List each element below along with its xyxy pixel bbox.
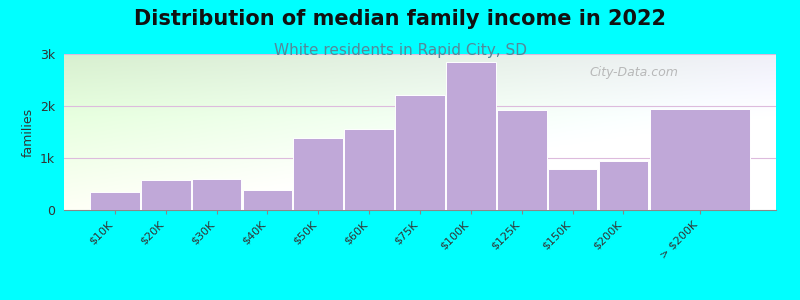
Bar [548,169,598,210]
Bar [395,94,445,210]
Text: White residents in Rapid City, SD: White residents in Rapid City, SD [274,44,526,59]
Bar [446,62,496,210]
Bar [344,129,394,210]
Text: Distribution of median family income in 2022: Distribution of median family income in … [134,9,666,29]
Y-axis label: families: families [22,107,34,157]
Bar [497,110,546,210]
Bar [141,180,190,210]
Bar [598,161,648,210]
Bar [192,179,242,210]
Bar [294,138,343,210]
Bar [90,192,140,210]
Bar [650,109,750,210]
Bar [242,190,292,210]
Text: City-Data.com: City-Data.com [589,66,678,79]
